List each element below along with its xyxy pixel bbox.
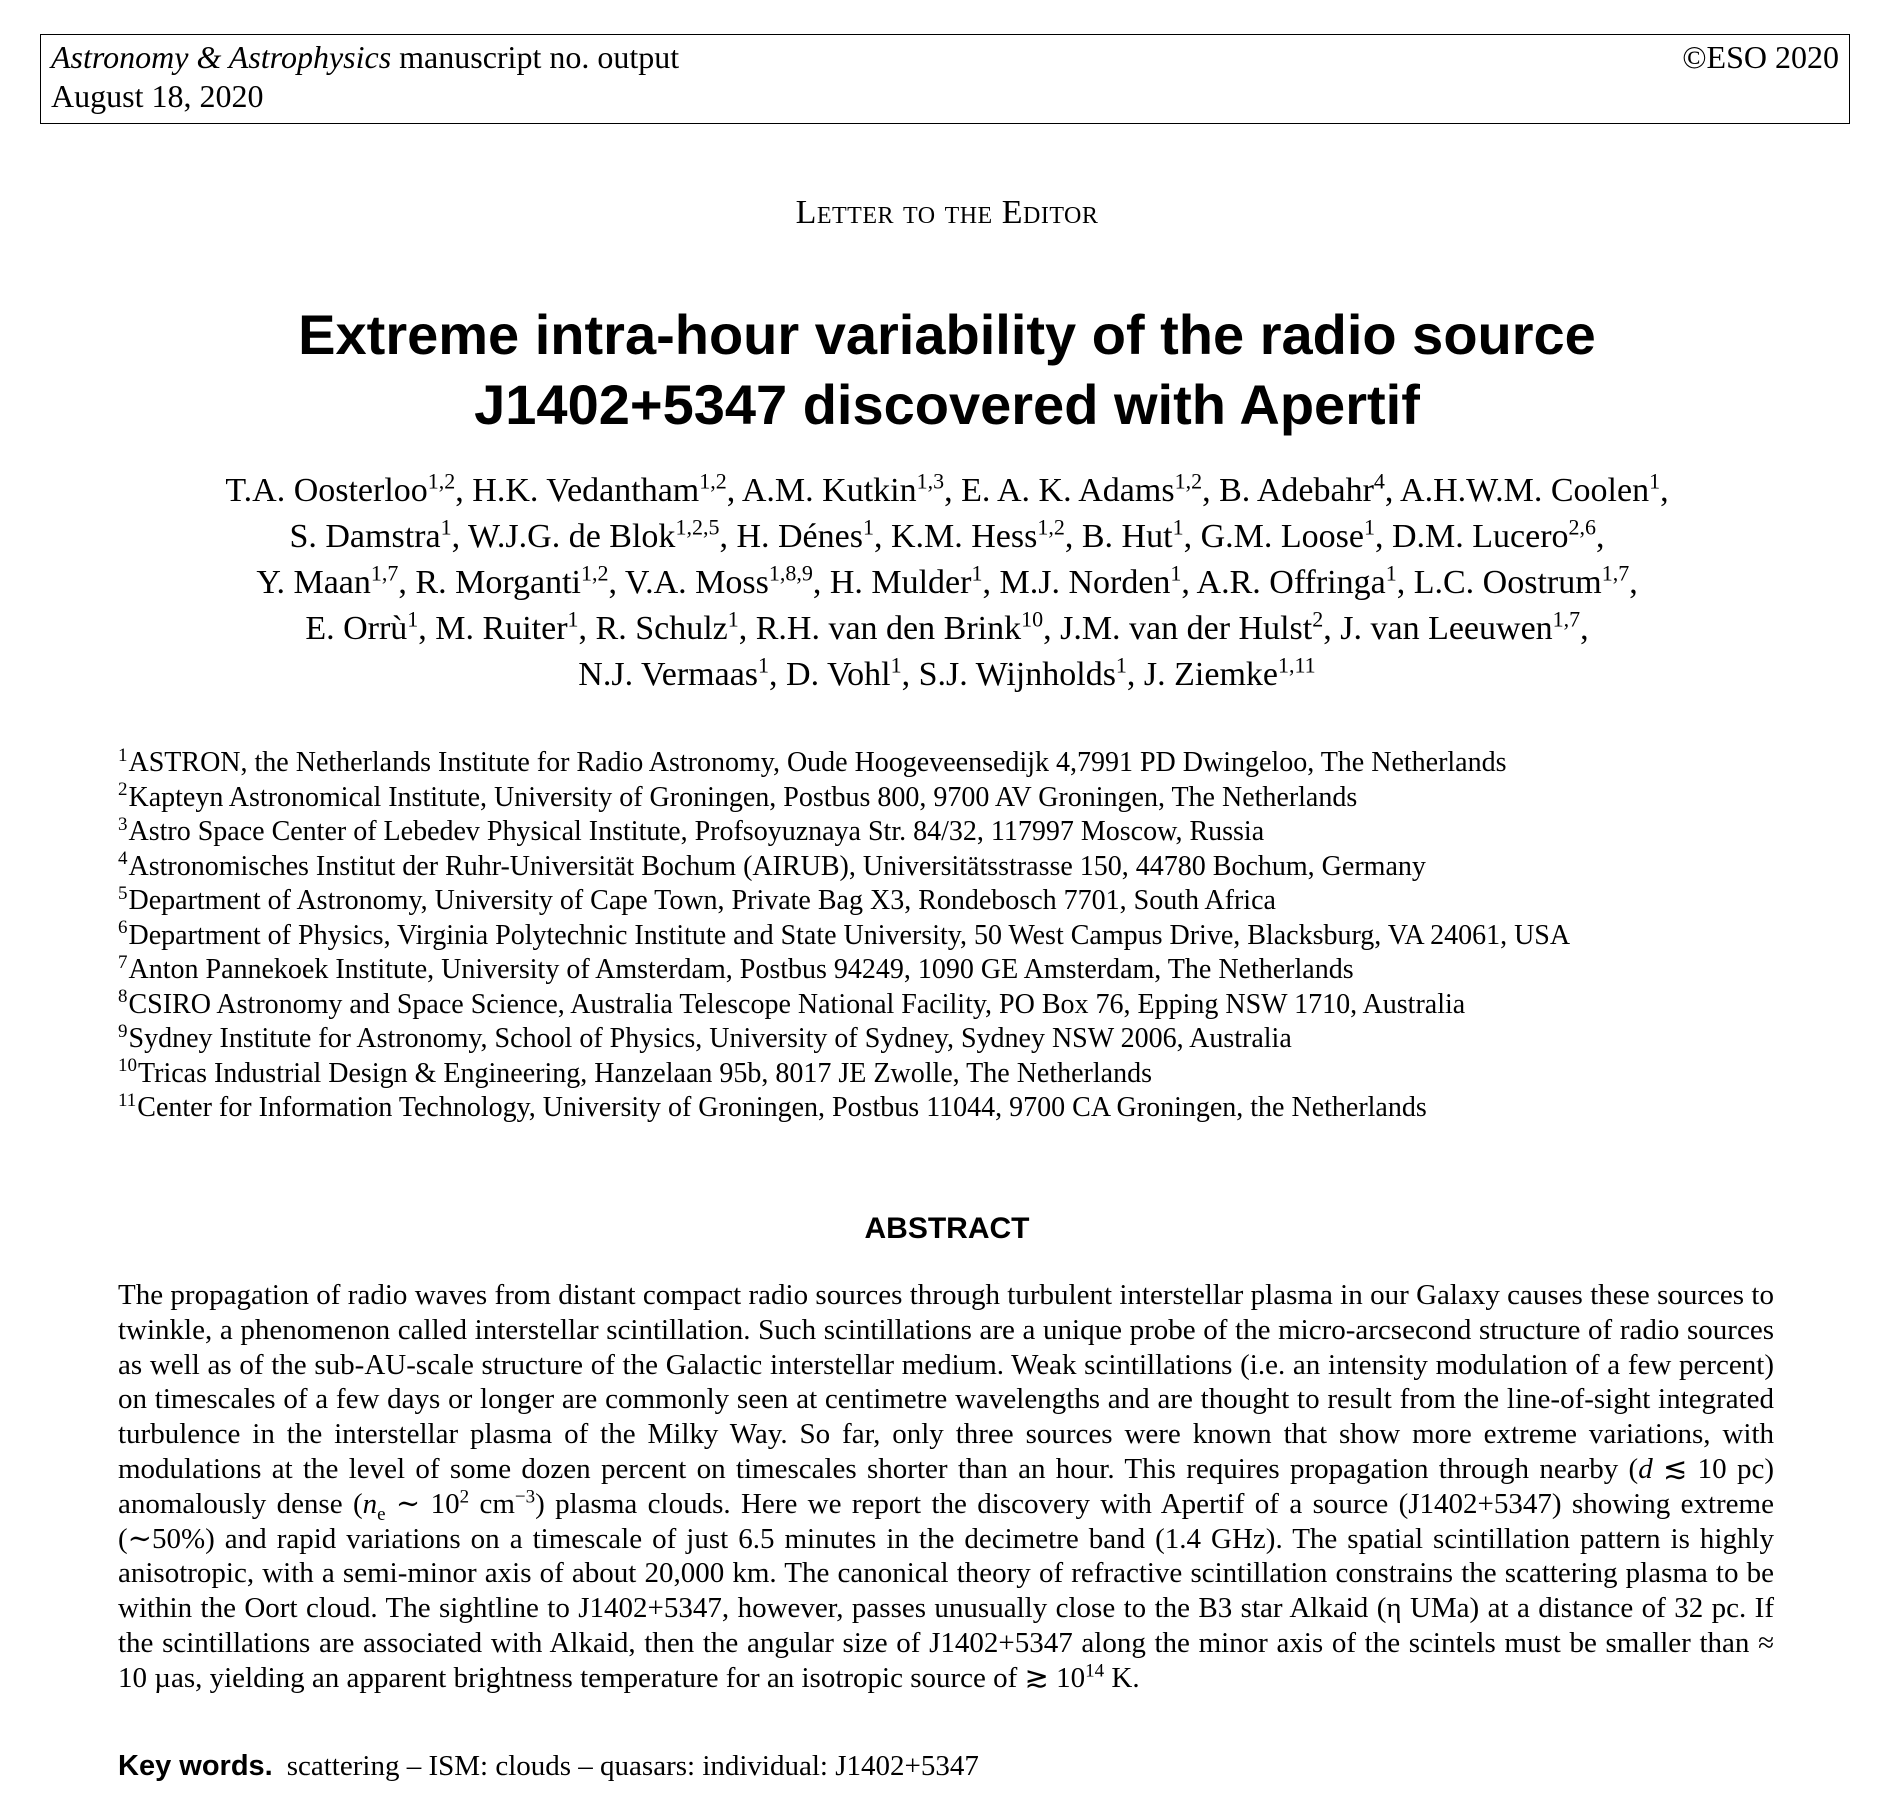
- author: N.J. Vermaas1: [578, 652, 770, 693]
- author: S.J. Wijnholds1: [918, 652, 1127, 693]
- author: H.K. Vedantham1,2: [472, 468, 727, 509]
- author: R.H. van den Brink10: [755, 606, 1044, 647]
- title-line: J1402+5347 discovered with Apertif: [474, 373, 1420, 436]
- affiliation-item: 7Anton Pannekoek Institute, University o…: [118, 951, 1354, 985]
- affiliation-item: 5Department of Astronomy, University of …: [118, 882, 1276, 916]
- author: A.M. Kutkin1,3: [741, 468, 945, 509]
- author: J. Ziemke1,11: [1143, 652, 1316, 693]
- author: D. Vohl1: [786, 652, 902, 693]
- keywords-text: scattering – ISM: clouds – quasars: indi…: [286, 1750, 979, 1782]
- affiliation-item: 9Sydney Institute for Astronomy, School …: [118, 1020, 1292, 1054]
- author: T.A. Oosterloo1,2: [225, 468, 456, 509]
- author: B. Adebahr4: [1219, 468, 1385, 509]
- manuscript-number: manuscript no. output: [399, 39, 680, 75]
- author: M.J. Norden1: [999, 560, 1182, 601]
- affiliation-item: 1ASTRON, the Netherlands Institute for R…: [118, 744, 1507, 778]
- author: D.M. Lucero2,6: [1391, 514, 1597, 555]
- copyright-notice: ©ESO 2020: [1682, 39, 1839, 75]
- author: Y. Maan1,7: [256, 560, 399, 601]
- affiliation-item: 10Tricas Industrial Design & Engineering…: [118, 1055, 1152, 1089]
- author: W.J.G. de Blok1,2,5: [467, 514, 720, 555]
- author: R. Schulz1: [595, 606, 739, 647]
- author: K.M. Hess1,2: [890, 514, 1065, 555]
- author-list: T.A. Oosterloo1,2, H.K. Vedantham1,2, A.…: [225, 468, 1669, 693]
- affiliation-item: 6Department of Physics, Virginia Polytec…: [118, 917, 1571, 951]
- author: B. Hut1: [1081, 514, 1184, 555]
- manuscript-info: Astronomy & Astrophysics manuscript no. …: [51, 38, 679, 116]
- manuscript-date: August 18, 2020: [51, 78, 264, 114]
- author: J.M. van der Hulst2: [1060, 606, 1324, 647]
- affiliation-item: 11Center for Information Technology, Uni…: [118, 1089, 1427, 1123]
- author: A.R. Offringa1: [1196, 560, 1397, 601]
- affiliation-item: 3Astro Space Center of Lebedev Physical …: [118, 813, 1265, 847]
- author: E. Orrù1: [305, 606, 419, 647]
- author: L.C. Oostrum1,7: [1413, 560, 1630, 601]
- abstract-heading: ABSTRACT: [864, 1212, 1030, 1245]
- abstract-text: The propagation of radio waves from dist…: [118, 1279, 1774, 1694]
- keywords-label: Key words.: [118, 1750, 273, 1782]
- author: S. Damstra1: [289, 514, 452, 555]
- author: M. Ruiter1: [435, 606, 579, 647]
- author: A.H.W.M. Coolen1: [1400, 468, 1661, 509]
- author: E. A. K. Adams1,2: [961, 468, 1203, 509]
- author: G.M. Loose1: [1200, 514, 1375, 555]
- affiliation-item: 8CSIRO Astronomy and Space Science, Aust…: [118, 986, 1466, 1020]
- manuscript-header-box: Astronomy & Astrophysics manuscript no. …: [40, 34, 1850, 124]
- journal-name: Astronomy & Astrophysics: [51, 39, 392, 75]
- paper-title: Extreme intra-hour variability of the ra…: [0, 300, 1894, 440]
- affiliation-list: 1ASTRON, the Netherlands Institute for R…: [118, 746, 1818, 1126]
- affiliation-item: 4Astronomisches Institut der Ruhr-Univer…: [118, 848, 1426, 882]
- affiliation-item: 2Kapteyn Astronomical Institute, Univers…: [118, 779, 1358, 813]
- author: H. Dénes1: [736, 514, 874, 555]
- title-line: Extreme intra-hour variability of the ra…: [298, 303, 1596, 366]
- section-label: Letter to the Editor: [795, 194, 1099, 231]
- keywords-line: Key words. scattering – ISM: clouds – qua…: [118, 1748, 979, 1784]
- author: H. Mulder1: [829, 560, 983, 601]
- author: R. Morganti1,2: [415, 560, 609, 601]
- author: V.A. Moss1,8,9: [624, 560, 813, 601]
- author: J. van Leeuwen1,7: [1340, 606, 1581, 647]
